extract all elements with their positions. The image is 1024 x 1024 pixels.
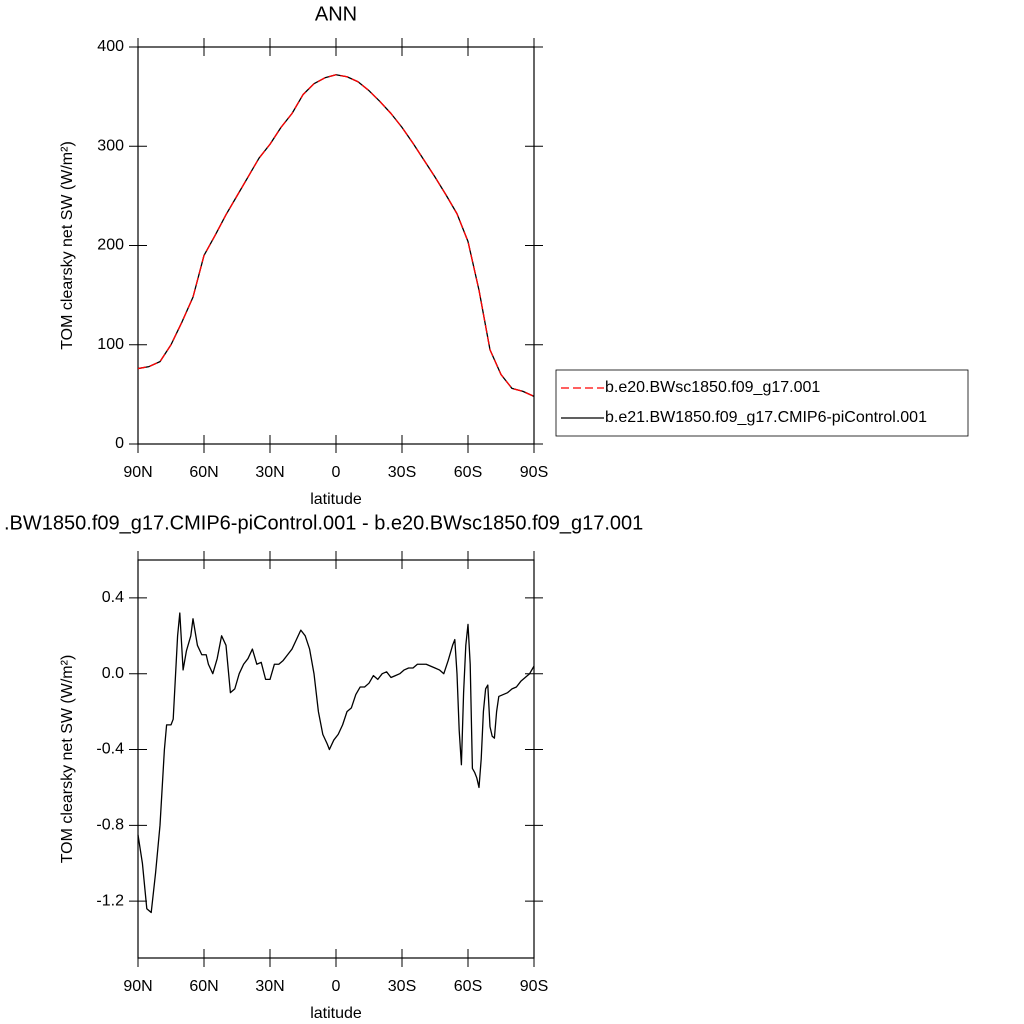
x-tick-label: 0 <box>332 464 341 481</box>
chart-title: .BW1850.f09_g17.CMIP6-piControl.001 - b.… <box>4 512 643 534</box>
x-tick-label: 90S <box>520 464 548 481</box>
x-tick-label: 90N <box>123 464 152 481</box>
x-tick-label: 30N <box>255 464 284 481</box>
y-tick-label: -0.4 <box>96 741 124 758</box>
x-axis-label: latitude <box>310 491 362 508</box>
x-tick-label: 0 <box>332 978 341 995</box>
y-tick-label: -0.8 <box>96 817 124 834</box>
x-tick-label: 60N <box>189 978 218 995</box>
plot-frame <box>137 46 535 445</box>
y-tick-label: 200 <box>97 237 124 254</box>
data-line <box>137 74 535 397</box>
y-tick-label: 100 <box>97 336 124 353</box>
y-tick-label: 0.4 <box>102 589 124 606</box>
x-tick-label: 30N <box>255 978 284 995</box>
y-tick-label: 0.0 <box>102 665 124 682</box>
x-tick-label: 60N <box>189 464 218 481</box>
data-line <box>137 612 535 914</box>
y-tick-label: 0 <box>115 435 124 452</box>
x-tick-label: 30S <box>388 978 416 995</box>
x-tick-label: 90S <box>520 978 548 995</box>
x-tick-label: 30S <box>388 464 416 481</box>
x-tick-label: 90N <box>123 978 152 995</box>
y-tick-label: -1.2 <box>96 892 124 909</box>
legend-box <box>555 369 969 437</box>
y-axis-label: TOM clearsky net SW (W/m²) <box>59 655 76 864</box>
legend-label: b.e21.BW1850.f09_g17.CMIP6-piControl.001 <box>605 409 927 426</box>
y-axis-label: TOM clearsky net SW (W/m²) <box>59 141 76 350</box>
x-axis-label: latitude <box>310 1005 362 1022</box>
chart-title: ANN <box>315 3 357 25</box>
data-line <box>137 74 535 397</box>
legend-label: b.e20.BWsc1850.f09_g17.001 <box>605 379 820 396</box>
x-tick-label: 60S <box>454 978 482 995</box>
x-tick-label: 60S <box>454 464 482 481</box>
y-tick-label: 400 <box>97 38 124 55</box>
y-tick-label: 300 <box>97 137 124 154</box>
plot-frame <box>137 559 535 959</box>
